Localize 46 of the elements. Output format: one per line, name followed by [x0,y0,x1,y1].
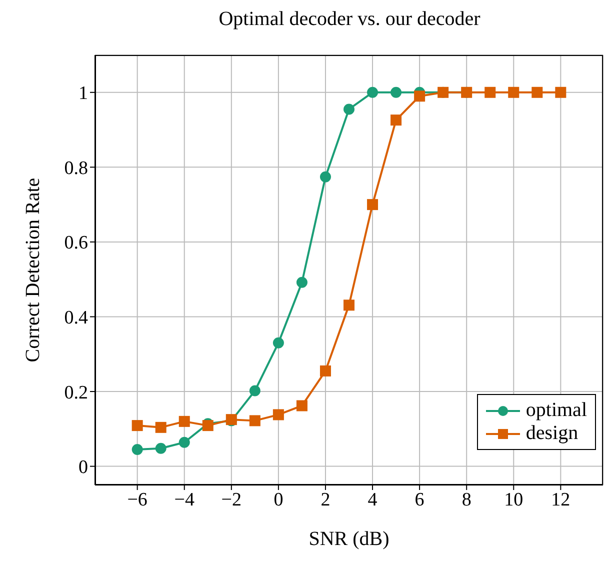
point [296,276,308,288]
point [249,415,260,426]
legend-label: optimal [526,399,587,422]
x-tick-label: 0 [274,489,284,510]
point [272,337,284,348]
point [296,400,308,412]
x-tick-label: −4 [174,489,195,510]
point [344,104,354,115]
x-tick-label: 12 [551,489,570,510]
x-tick-label: 6 [414,489,424,510]
y-tick-label: 0.2 [64,382,88,404]
point [178,436,190,448]
point [532,86,543,98]
point [508,86,520,98]
point [132,444,143,455]
point [484,86,496,98]
y-tick-label: 0.6 [64,232,88,254]
point [390,86,402,98]
x-axis-title: SNR (dB) [308,528,390,550]
x-tick-label: −2 [221,489,242,510]
legend-label: design [526,422,578,445]
point [555,86,566,98]
x-tick-label: 4 [368,489,378,510]
x-tick-label: 10 [504,489,524,510]
point [272,409,284,420]
x-tick-label: 8 [462,489,472,510]
y-tick-label: 1 [78,83,88,104]
y-axis-title: Correct Detection Rate [22,178,44,362]
chart-title: Optimal decoder vs. our decoder [218,8,482,31]
point [132,420,143,432]
point [367,199,378,210]
y-tick-label: 0.8 [64,158,88,179]
x-tick-label: −6 [127,489,148,510]
point [320,171,331,182]
point [320,365,331,376]
point [155,442,166,454]
point [178,416,190,427]
y-tick-label: 0 [78,457,88,478]
point [367,86,378,98]
y-tick-label: 0.4 [64,307,88,328]
point [414,90,426,102]
point [344,300,354,311]
x-tick-label: 2 [320,489,330,510]
point [249,385,260,396]
point [155,422,166,433]
point [390,114,402,126]
